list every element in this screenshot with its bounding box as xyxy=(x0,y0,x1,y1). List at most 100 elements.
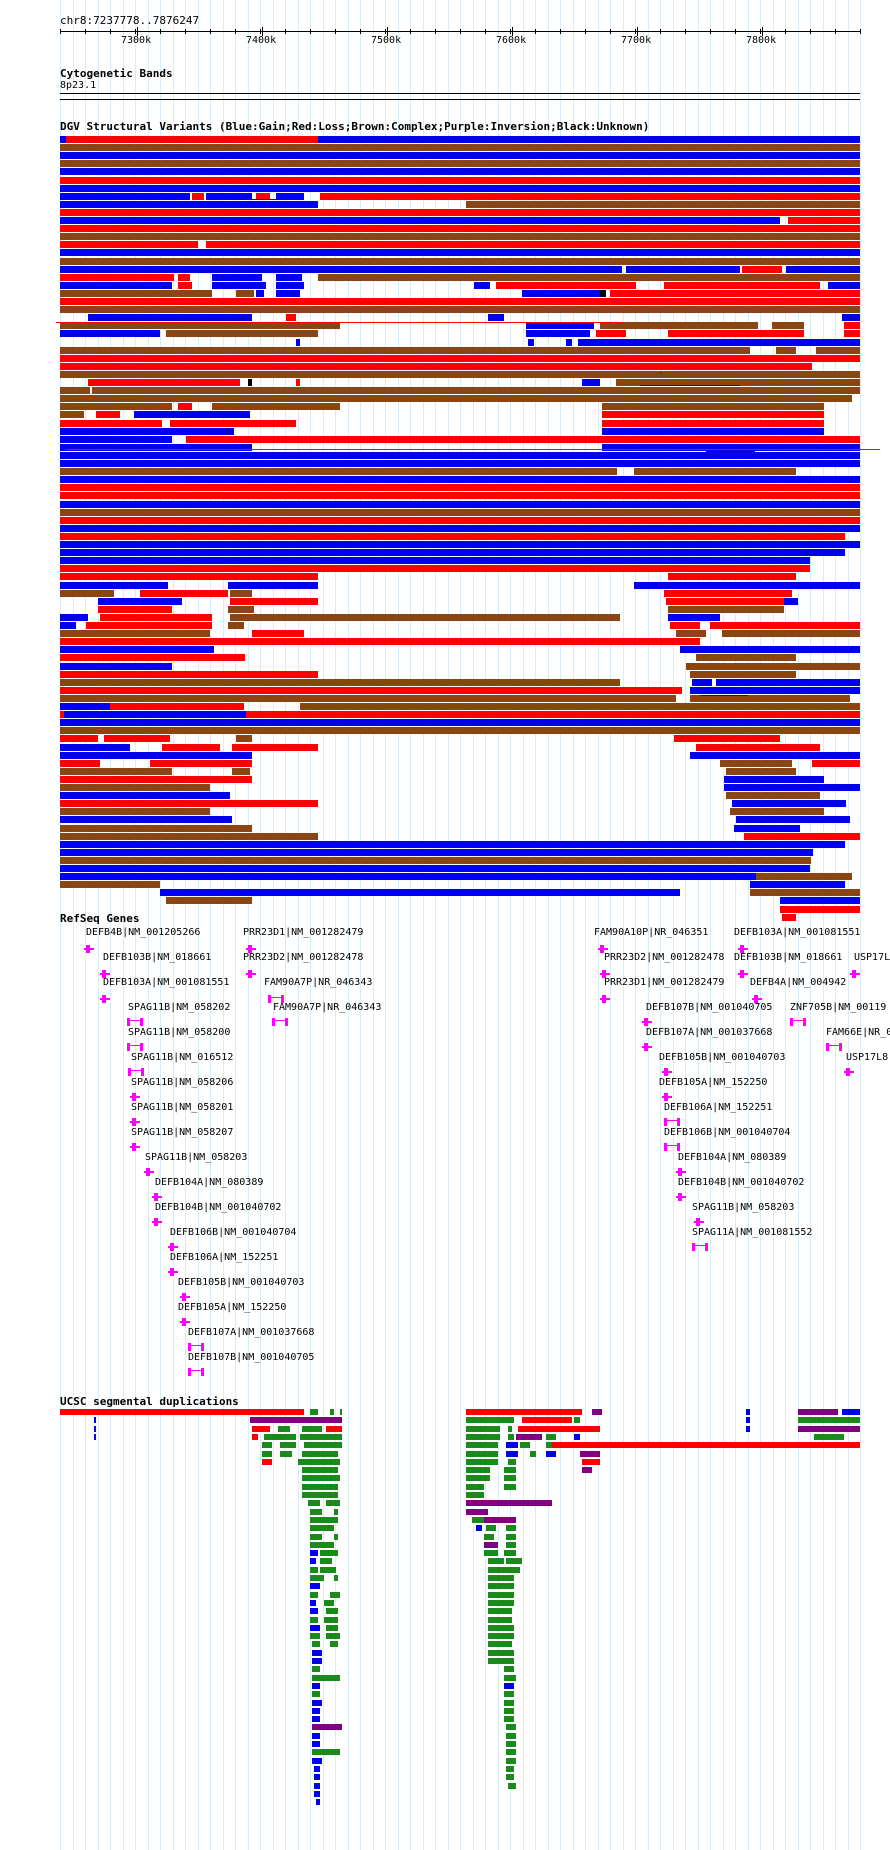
segdup-feature[interactable] xyxy=(310,1566,318,1573)
dgv-variant[interactable] xyxy=(680,638,700,646)
dgv-variant[interactable] xyxy=(60,354,92,362)
segdup-feature[interactable] xyxy=(504,1699,514,1706)
segdup-feature[interactable] xyxy=(302,1492,338,1498)
segdup-feature[interactable] xyxy=(340,1409,342,1415)
gene-label[interactable]: FAM90A7P|NR_046343 xyxy=(264,977,373,988)
dgv-variant[interactable] xyxy=(784,597,798,605)
dgv-variant[interactable] xyxy=(60,362,812,370)
gene-exon[interactable] xyxy=(154,1193,158,1201)
segdup-feature[interactable] xyxy=(302,1475,340,1482)
dgv-variant[interactable] xyxy=(776,346,796,354)
segdup-feature[interactable] xyxy=(488,1599,514,1606)
gene-label[interactable]: DEFB107B|NM_001040705 xyxy=(188,1352,315,1363)
dgv-variant[interactable] xyxy=(60,686,682,694)
dgv-variant[interactable] xyxy=(60,743,130,751)
dgv-variant[interactable] xyxy=(60,557,810,565)
dgv-variant[interactable] xyxy=(526,322,594,330)
dgv-variant[interactable] xyxy=(748,873,756,881)
dgv-variant[interactable] xyxy=(730,808,824,816)
gene-label[interactable]: SPAG11B|NM_058201 xyxy=(131,1102,234,1113)
dgv-variant[interactable] xyxy=(582,379,600,386)
segdup-feature[interactable] xyxy=(312,1724,342,1731)
dgv-variant[interactable] xyxy=(600,289,606,297)
dgv-variant[interactable] xyxy=(786,905,860,913)
segdup-feature[interactable] xyxy=(506,1765,514,1772)
dgv-variant[interactable] xyxy=(600,322,758,330)
segdup-feature[interactable] xyxy=(302,1483,338,1490)
segdup-feature[interactable] xyxy=(488,1616,512,1623)
gene-intron[interactable] xyxy=(191,1370,201,1371)
dgv-variant[interactable] xyxy=(60,865,810,872)
gene-exon[interactable] xyxy=(790,1018,793,1026)
dgv-variant[interactable] xyxy=(100,613,212,621)
dgv-variant[interactable] xyxy=(60,622,76,629)
segdup-feature[interactable] xyxy=(312,1691,320,1698)
segdup-feature[interactable] xyxy=(506,1558,522,1565)
dgv-variant[interactable] xyxy=(60,703,112,710)
segdup-feature[interactable] xyxy=(312,1716,320,1723)
dgv-variant[interactable] xyxy=(60,152,860,160)
segdup-feature[interactable] xyxy=(312,1666,320,1673)
gene-exon[interactable] xyxy=(140,1018,143,1026)
dgv-variant[interactable] xyxy=(732,800,846,808)
dgv-variant[interactable] xyxy=(724,784,860,791)
dgv-variant[interactable] xyxy=(206,241,860,249)
gene-exon[interactable] xyxy=(188,1368,191,1376)
segdup-feature[interactable] xyxy=(312,1707,320,1714)
dgv-variant-span[interactable] xyxy=(56,322,622,323)
dgv-variant[interactable] xyxy=(110,703,244,710)
segdup-feature[interactable] xyxy=(546,1442,554,1449)
dgv-variant[interactable] xyxy=(60,346,750,354)
gene-label[interactable]: DEFB104B|NM_001040702 xyxy=(155,1202,282,1213)
gene-exon[interactable] xyxy=(846,1068,850,1076)
segdup-feature[interactable] xyxy=(312,1699,322,1706)
gene-label[interactable]: USP17L xyxy=(854,952,890,963)
segdup-feature[interactable] xyxy=(312,1641,320,1648)
dgv-variant[interactable] xyxy=(60,751,252,759)
gene-intron[interactable] xyxy=(667,1145,677,1146)
gene-label[interactable]: DEFB105A|NM_152250 xyxy=(178,1302,287,1313)
dgv-variant[interactable] xyxy=(60,500,860,508)
segdup-feature[interactable] xyxy=(312,1674,340,1681)
dgv-variant[interactable] xyxy=(60,719,860,727)
dgv-variant[interactable] xyxy=(60,848,813,856)
segdup-feature[interactable] xyxy=(504,1550,516,1557)
segdup-feature[interactable] xyxy=(320,1550,338,1557)
dgv-variant[interactable] xyxy=(60,427,234,435)
gene-label[interactable]: DEFB107A|NM_001037668 xyxy=(188,1327,315,1338)
segdup-feature[interactable] xyxy=(508,1433,514,1440)
gene-exon[interactable] xyxy=(140,1043,143,1051)
segdup-feature[interactable] xyxy=(506,1450,518,1457)
gene-label[interactable]: DEFB106B|NM_001040704 xyxy=(170,1227,297,1238)
segdup-feature[interactable] xyxy=(520,1442,530,1449)
dgv-variant[interactable] xyxy=(488,314,504,322)
segdup-feature[interactable] xyxy=(304,1442,342,1449)
gene-exon[interactable] xyxy=(281,995,284,1003)
dgv-variant[interactable] xyxy=(192,192,204,200)
segdup-feature[interactable] xyxy=(466,1425,500,1432)
dgv-variant[interactable] xyxy=(60,419,162,427)
segdup-feature[interactable] xyxy=(314,1765,320,1772)
gene-label[interactable]: PRR23D2|NM_001282478 xyxy=(243,952,364,963)
segdup-feature[interactable] xyxy=(326,1633,340,1640)
dgv-variant[interactable] xyxy=(844,322,860,330)
dgv-variant[interactable] xyxy=(664,281,820,289)
dgv-variant[interactable] xyxy=(252,630,304,638)
segdup-feature[interactable] xyxy=(298,1458,340,1465)
segdup-feature[interactable] xyxy=(504,1467,516,1474)
segdup-feature[interactable] xyxy=(326,1608,338,1615)
dgv-variant[interactable] xyxy=(634,468,796,476)
segdup-feature[interactable] xyxy=(334,1575,338,1581)
gene-exon[interactable] xyxy=(664,1118,667,1126)
dgv-variant[interactable] xyxy=(670,622,700,629)
dgv-variant[interactable] xyxy=(166,330,318,338)
gene-exon[interactable] xyxy=(127,1043,130,1051)
segdup-feature[interactable] xyxy=(466,1417,514,1424)
dgv-variant[interactable] xyxy=(60,249,860,257)
dgv-variant[interactable] xyxy=(276,289,300,297)
dgv-variant[interactable] xyxy=(212,281,266,289)
gene-exon[interactable] xyxy=(692,1243,695,1251)
gene-exon[interactable] xyxy=(127,1018,130,1026)
segdup-feature[interactable] xyxy=(842,1409,860,1415)
dgv-variant-span[interactable] xyxy=(66,449,880,450)
